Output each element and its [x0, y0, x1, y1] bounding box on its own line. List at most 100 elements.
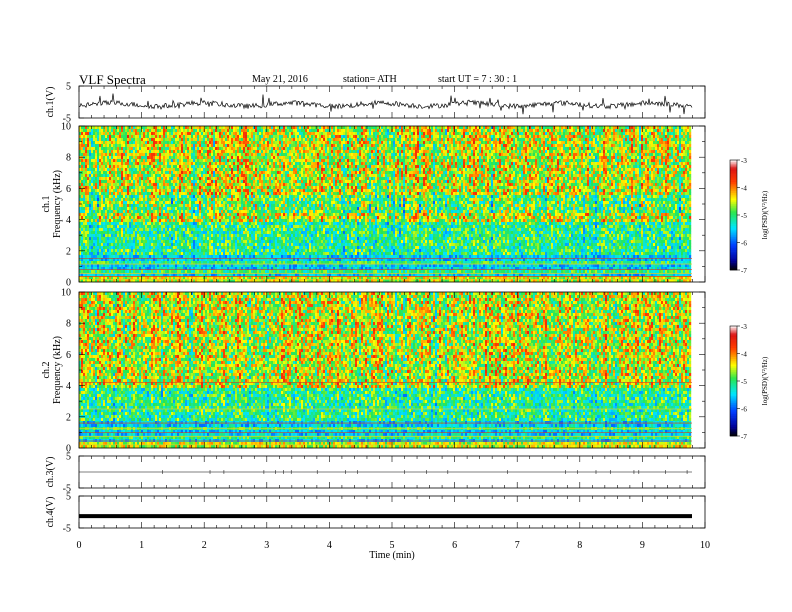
colorbar-segment [730, 195, 737, 197]
colorbars: -3-4-5-6-7log(PSD)(V²/Hz)-3-4-5-6-7log(P… [730, 157, 769, 441]
colorbar-segment [730, 399, 737, 401]
colorbar-segment [730, 333, 737, 335]
colorbar-segment [730, 164, 737, 166]
colorbar-segment [730, 186, 737, 188]
colorbar-tick-label: -3 [741, 323, 747, 331]
colorbar-segment [730, 425, 737, 427]
colorbar-segment [730, 335, 737, 337]
y-axis-label: ch.3(V) [45, 457, 56, 488]
colorbar-tick-label: -5 [741, 378, 747, 386]
y-tick-label: 8 [66, 153, 71, 164]
x-tick-label: 1 [139, 540, 144, 551]
colorbar-segment [730, 188, 737, 190]
colorbar-segment [730, 429, 737, 431]
y-tick-label: 10 [61, 122, 71, 133]
colorbar-segment [730, 177, 737, 179]
colorbar-segment [730, 226, 737, 228]
ch1-spectrogram-panel [79, 126, 705, 282]
colorbar-segment [730, 263, 737, 265]
x-tick-label: 3 [264, 540, 269, 551]
colorbar-segment [730, 232, 737, 234]
colorbar-segment [730, 383, 737, 385]
colorbar-segment [730, 421, 737, 423]
colorbar-segment [730, 246, 737, 248]
colorbar-segment [730, 403, 737, 405]
y-tick-label: 6 [66, 350, 71, 361]
colorbar-segment [730, 215, 737, 217]
colorbar-tick-label: -4 [741, 185, 747, 193]
colorbar-segment [730, 221, 737, 223]
y-tick-label: 2 [66, 246, 71, 257]
colorbar-segment [730, 204, 737, 206]
colorbar-segment [730, 184, 737, 186]
y-tick-label: -5 [63, 524, 71, 535]
y-tick-label: 5 [66, 82, 71, 93]
colorbar-segment [730, 219, 737, 221]
colorbar-segment [730, 352, 737, 354]
colorbar-segment [730, 257, 737, 259]
colorbar-segment [730, 374, 737, 376]
colorbar-segment [730, 354, 737, 356]
y-tick-label: 10 [61, 288, 71, 299]
colorbar-segment [730, 228, 737, 230]
y-axis-label: ch.1 [41, 196, 52, 213]
colorbar-segment [730, 211, 737, 213]
y-tick-label: 4 [66, 215, 71, 226]
colorbar-tick-label: -7 [741, 433, 747, 441]
colorbar-segment [730, 359, 737, 361]
colorbar-segment [730, 423, 737, 425]
colorbar-segment [730, 427, 737, 429]
colorbar-segment [730, 346, 737, 348]
colorbar-segment [730, 390, 737, 392]
colorbar-tick-label: -5 [741, 212, 747, 220]
colorbar-segment [730, 420, 737, 422]
colorbar-segment [730, 392, 737, 394]
colorbar-segment [730, 169, 737, 171]
colorbar-segment [730, 396, 737, 398]
colorbar-segment [730, 416, 737, 418]
colorbar-segment [730, 355, 737, 357]
colorbar-segment [730, 235, 737, 237]
colorbar-segment [730, 266, 737, 268]
colorbar-label: log(PSD)(V²/Hz) [761, 190, 769, 239]
colorbar-segment [730, 166, 737, 168]
colorbar-segment [730, 410, 737, 412]
colorbar-segment [730, 210, 737, 212]
colorbar-segment [730, 370, 737, 372]
colorbar-segment [730, 414, 737, 416]
colorbar-segment [730, 328, 737, 330]
colorbar-segment [730, 197, 737, 199]
colorbar-segment [730, 412, 737, 414]
x-tick-label: 4 [327, 540, 332, 551]
colorbar-segment [730, 248, 737, 250]
colorbar-segment [730, 388, 737, 390]
colorbar-segment [730, 173, 737, 175]
colorbar-segment [730, 255, 737, 257]
colorbar-segment [730, 365, 737, 367]
colorbar-tick-label: -6 [741, 406, 747, 414]
colorbar-segment [730, 348, 737, 350]
colorbar-segment [730, 217, 737, 219]
colorbar-segment [730, 394, 737, 396]
colorbar-segment [730, 250, 737, 252]
colorbar-segment [730, 343, 737, 345]
colorbar-tick-label: -3 [741, 157, 747, 165]
x-tick-label: 0 [77, 540, 82, 551]
colorbar-segment [730, 252, 737, 254]
colorbar-segment [730, 376, 737, 378]
y-tick-label: 4 [66, 381, 71, 392]
x-axis-label: Time (min) [369, 550, 414, 561]
colorbar-segment [730, 162, 737, 164]
y-tick-label: 8 [66, 319, 71, 330]
colorbar-segment [730, 361, 737, 363]
colorbar-segment [730, 332, 737, 334]
colorbar-segment [730, 379, 737, 381]
y-tick-label: 0 [66, 444, 71, 455]
colorbar-segment [730, 180, 737, 182]
colorbar-label: log(PSD)(V²/Hz) [761, 356, 769, 405]
x-tick-label: 7 [515, 540, 520, 551]
colorbar-segment [730, 372, 737, 374]
colorbar-segment [730, 182, 737, 184]
colorbar-segment [730, 344, 737, 346]
colorbar-segment [730, 259, 737, 261]
